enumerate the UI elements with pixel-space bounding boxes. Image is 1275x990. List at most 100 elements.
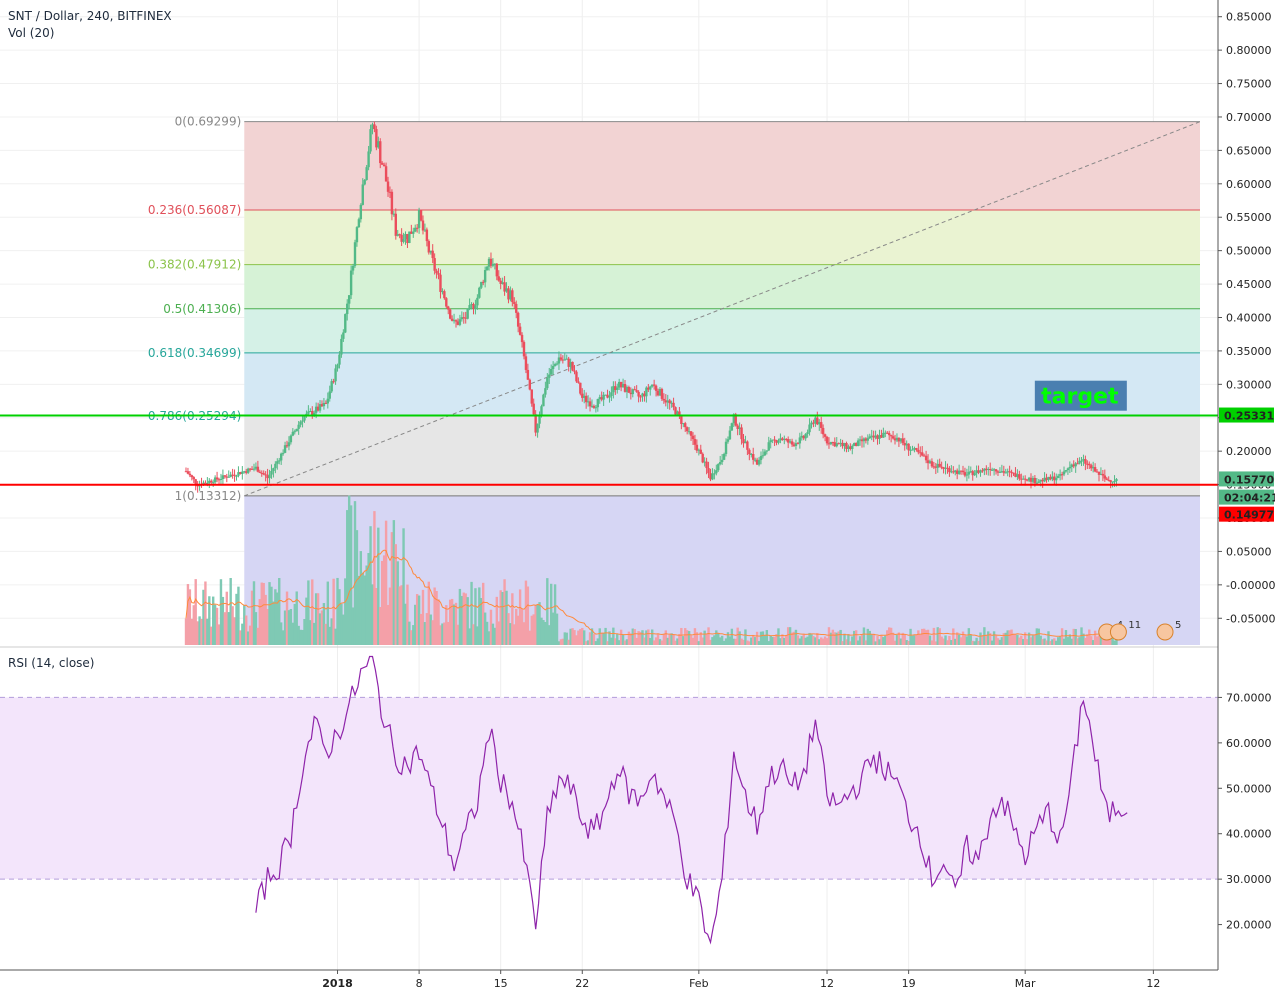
candle-body — [969, 471, 972, 473]
price-badge-label[interactable]: 0.15770 — [1224, 473, 1274, 486]
candle-body — [1086, 463, 1089, 465]
candle-body — [408, 231, 411, 244]
time-tick-label: Feb — [689, 977, 708, 990]
volume-bar — [575, 635, 578, 645]
volume-bar — [610, 637, 613, 645]
candle-body — [456, 321, 460, 325]
volume-bar — [886, 630, 889, 645]
candle-body — [773, 439, 776, 441]
volume-bar — [513, 624, 516, 645]
event-count[interactable]: 5 — [1175, 620, 1181, 631]
volume-bar — [433, 587, 436, 645]
volume-bar — [658, 639, 662, 645]
target-label[interactable]: target — [1041, 385, 1119, 410]
volume-bar — [911, 635, 914, 645]
price-badge[interactable] — [1219, 489, 1274, 505]
volume-bar — [860, 634, 864, 645]
volume-bar — [274, 589, 277, 645]
volume-bar — [757, 641, 761, 645]
candle-body — [798, 437, 802, 444]
candle-body — [217, 479, 221, 481]
volume-bar — [701, 637, 704, 645]
volume-bar — [577, 630, 580, 645]
candle-body — [254, 466, 258, 469]
candle-body — [276, 461, 279, 464]
volume-bar — [194, 579, 197, 645]
volume-bar — [256, 627, 260, 645]
candle-body — [942, 467, 945, 469]
event-count[interactable]: 11 — [1128, 620, 1141, 631]
price-badge-label[interactable]: 02:04:21 — [1224, 492, 1275, 505]
candle-body — [736, 425, 739, 429]
volume-bar — [522, 622, 526, 645]
candle-body — [880, 435, 883, 438]
time-axis[interactable]: 2018 8 15 22 Feb 12 19 Mar 12 — [0, 969, 1218, 990]
price-tick-label: 0.80000 — [1226, 44, 1272, 57]
target-annotation[interactable]: target — [1034, 380, 1127, 411]
candle-body — [627, 387, 631, 393]
volume-bar — [1062, 638, 1066, 645]
price-badge[interactable] — [1219, 506, 1274, 522]
volume-bar — [765, 630, 769, 645]
volume-bar — [837, 631, 840, 645]
candlesticks — [184, 121, 1118, 493]
candle-body — [452, 320, 456, 322]
event-icons[interactable]: 4115 — [1098, 620, 1182, 641]
volume-bar — [598, 628, 601, 645]
volume-bar — [217, 624, 221, 645]
candle-body — [684, 423, 687, 428]
volume-bar — [948, 636, 951, 645]
price-axis[interactable]: 0.85000 0.80000 0.75000 0.70000 0.65000 0.600… — [1217, 0, 1275, 970]
price-badge[interactable] — [1219, 407, 1274, 423]
candle-body — [1035, 482, 1039, 484]
price-badge[interactable] — [1219, 471, 1274, 487]
fibonacci-retracement[interactable]: 0(0.69299) 0.236(0.56087) 0.382(0.47912) 0.… — [148, 115, 1201, 645]
volume-bar — [400, 585, 403, 645]
flag-icon[interactable] — [1156, 623, 1174, 641]
candle-body — [705, 461, 708, 469]
volume-bar — [1014, 634, 1017, 645]
price-badge-label[interactable]: 0.14977 — [1224, 509, 1274, 522]
volume-bar — [876, 636, 879, 645]
volume-bar — [643, 637, 646, 645]
volume-bar — [583, 630, 586, 645]
candle-body — [1008, 471, 1011, 473]
price-badge-label[interactable]: 0.25331 — [1224, 410, 1274, 423]
candle-body — [833, 442, 837, 447]
candle-body — [889, 435, 893, 437]
candle-body — [429, 250, 432, 253]
candle-body — [685, 427, 689, 432]
price-tick-label: 0.40000 — [1226, 311, 1272, 324]
candle-body — [1080, 460, 1083, 462]
horizontal-lines[interactable] — [0, 414, 1218, 486]
volume-bar — [466, 597, 469, 645]
candle-body — [691, 435, 695, 440]
candle-body — [336, 364, 339, 369]
candle-body — [427, 241, 431, 253]
candle-body — [606, 394, 609, 398]
candle-body — [674, 407, 677, 415]
candle-body — [313, 412, 316, 415]
candle-body — [827, 443, 831, 445]
target-box[interactable] — [1034, 380, 1127, 411]
time-tick-label: 2018 — [322, 977, 353, 990]
volume-bar — [382, 555, 386, 645]
volume-bar — [969, 634, 972, 645]
volume-bar — [971, 640, 974, 645]
candle-body — [544, 388, 547, 395]
candle-body — [983, 468, 986, 471]
volume-bar — [934, 641, 938, 645]
flag-icon[interactable] — [1109, 623, 1127, 641]
volume-bar — [841, 641, 844, 645]
candle-body — [612, 386, 615, 393]
candle-body — [454, 320, 458, 322]
candle-body — [386, 181, 390, 192]
fib-zone — [244, 264, 1200, 309]
volume-bar — [516, 615, 520, 645]
volume-bar — [769, 635, 772, 645]
candle-body — [363, 179, 366, 185]
volume-bar — [752, 634, 755, 645]
volume-bar — [553, 584, 557, 645]
volume-bar — [777, 628, 780, 645]
volume-bar — [439, 625, 442, 645]
